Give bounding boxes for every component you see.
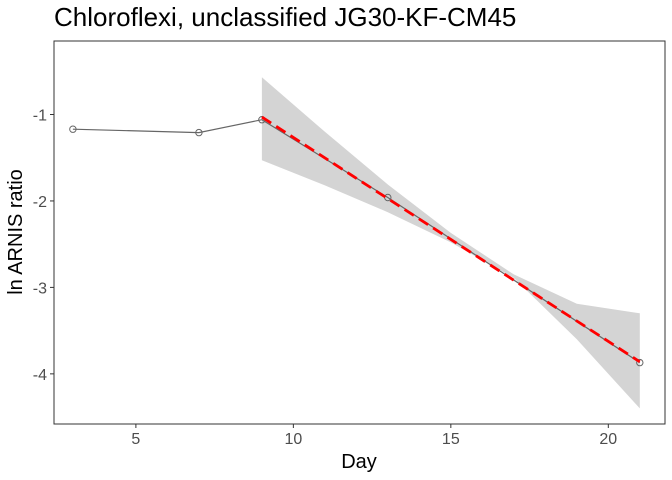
x-tick-label: 10 bbox=[284, 431, 302, 448]
data-point bbox=[69, 125, 77, 133]
data-point bbox=[195, 128, 203, 137]
data-point bbox=[636, 358, 644, 367]
y-tick-label: -2 bbox=[33, 194, 47, 211]
x-tick-label: 5 bbox=[131, 431, 140, 448]
y-tick-label: -4 bbox=[33, 367, 47, 384]
confidence-band bbox=[261, 77, 640, 409]
series-line bbox=[72, 119, 641, 364]
x-axis-label: Day bbox=[341, 451, 377, 473]
y-axis-label: ln ARNIS ratio bbox=[5, 169, 27, 295]
chart-title: Chloroflexi, unclassified JG30-KF-CM45 bbox=[54, 2, 516, 32]
fit-line bbox=[261, 115, 641, 363]
y-tick-label: -1 bbox=[33, 107, 47, 124]
x-tick-label: 15 bbox=[442, 431, 460, 448]
confidence-band-layer bbox=[261, 77, 640, 409]
y-tick-label: -3 bbox=[33, 280, 47, 297]
y-axis: -1 -2 -3 -4 bbox=[33, 107, 54, 384]
plot-panel bbox=[53, 40, 666, 425]
fit-layer bbox=[261, 115, 641, 363]
x-tick-label: 20 bbox=[599, 431, 617, 448]
x-axis: 5 10 15 20 bbox=[131, 424, 617, 448]
